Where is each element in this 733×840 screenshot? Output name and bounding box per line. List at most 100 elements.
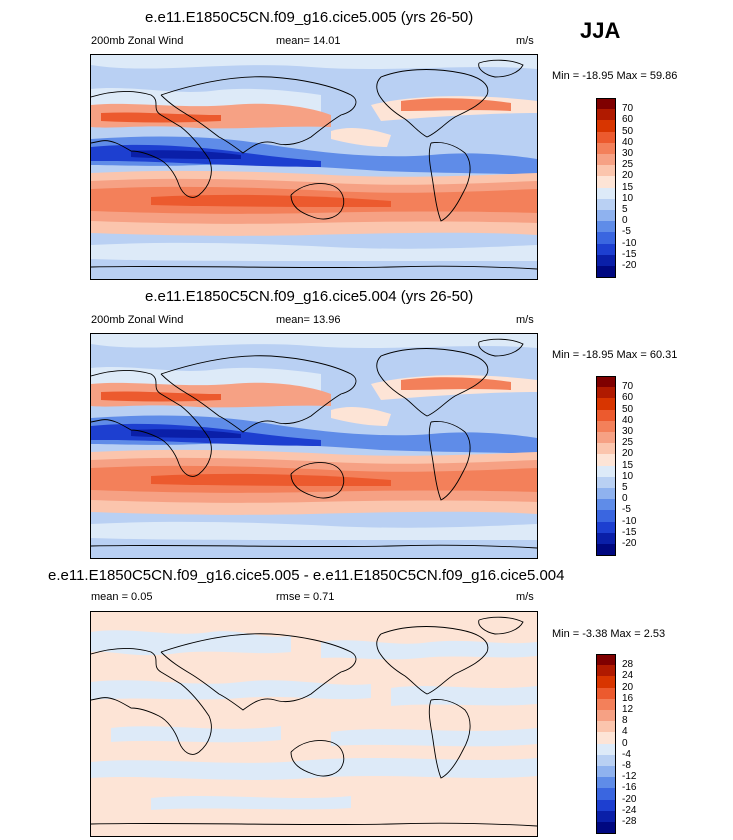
greenland-outline: [478, 616, 524, 635]
colorbar-swatch: [596, 131, 616, 144]
continent-outlines: [91, 338, 537, 549]
colorbar-tick-label: 25: [622, 437, 634, 449]
colorbar-swatch: [596, 799, 616, 812]
colorbar-tick-label: -16: [622, 782, 637, 794]
colorbar-tick-label: -15: [622, 526, 637, 538]
north-america-outline: [376, 348, 489, 417]
colorbar-tick-label: 15: [622, 181, 634, 193]
diff-neg-4: [391, 686, 537, 706]
colorbar-tick-label: 16: [622, 692, 634, 704]
panel3-map: [90, 611, 538, 837]
colorbar-tick-label: 60: [622, 392, 634, 404]
colorbar-swatch: [596, 676, 616, 689]
panel1-title: e.e11.E1850C5CN.f09_g16.cice5.005 (yrs 2…: [145, 9, 474, 26]
easterly-band: [91, 415, 537, 454]
arctic-band: [91, 334, 537, 348]
panel3-map-svg: [91, 612, 537, 836]
colorbar-tick-label: 50: [622, 403, 634, 415]
arctic-band: [91, 55, 537, 69]
colorbar-swatch: [596, 443, 616, 455]
colorbar-swatch: [596, 420, 616, 433]
north-america-outline: [376, 69, 489, 138]
colorbar-tick-label: 70: [622, 103, 634, 115]
colorbar-tick-label: 20: [622, 448, 634, 460]
colorbar-tick-label: 15: [622, 459, 634, 471]
africa-europe-outline: [91, 647, 212, 755]
colorbar-tick-label: -20: [622, 538, 637, 549]
colorbar-tick-label: -4: [622, 748, 631, 760]
colorbar-tick-label: -15: [622, 248, 637, 260]
colorbar-swatch: [596, 120, 616, 133]
eurasia-outline: [160, 355, 357, 433]
panel1-colorbar: 70 60 50 40 30 25 20 15 10 5 0 -5 -10 -15 -20: [596, 98, 636, 278]
colorbar-swatch: [596, 98, 616, 110]
antarctica-outline: [91, 265, 537, 270]
colorbar-tick-label: 10: [622, 470, 634, 482]
sh-jet-core: [151, 194, 391, 207]
sh-jet-core: [151, 473, 391, 486]
colorbar-tick-label: -20: [622, 260, 637, 271]
colorbar-tick-label: -5: [622, 226, 631, 238]
diff-neg-7: [91, 758, 537, 780]
colorbar-swatch: [596, 266, 616, 278]
panel3-units: m/s: [516, 591, 534, 603]
panel2-mean: mean= 13.96: [276, 314, 341, 326]
colorbar-swatch: [596, 109, 616, 121]
panel2-map: [90, 333, 538, 559]
panel1-variable-label: 200mb Zonal Wind: [91, 35, 184, 47]
panel1-minmax: Min = -18.95 Max = 59.86: [552, 70, 678, 82]
southern-band: [91, 521, 537, 540]
africa-europe-outline: [91, 90, 212, 198]
colorbar-swatch: [596, 710, 616, 722]
australia-outline: [290, 740, 345, 777]
panel3-mean: mean = 0.05: [91, 591, 153, 603]
colorbar-tick-label: 60: [622, 114, 634, 126]
colorbar-tick-label: 0: [622, 737, 628, 749]
colorbar-tick-label: 25: [622, 159, 634, 171]
diff-neg-3: [91, 680, 371, 700]
colorbar-tick-label: 40: [622, 136, 634, 148]
colorbar-swatch: [596, 454, 616, 467]
colorbar-tick-label: 0: [622, 215, 628, 227]
panel2-minmax: Min = -18.95 Max = 60.31: [552, 349, 678, 361]
diff-neg-8: [151, 796, 351, 810]
colorbar-swatch: [596, 387, 616, 399]
colorbar-tick-label: -5: [622, 504, 631, 516]
antarctica-outline: [91, 544, 537, 549]
greenland-outline: [478, 338, 524, 357]
colorbar-tick-label: 5: [622, 482, 628, 493]
australia-outline: [290, 462, 345, 499]
panel3-title: e.e11.E1850C5CN.f09_g16.cice5.005 - e.e1…: [48, 567, 565, 584]
south-america-outline: [428, 699, 471, 779]
continent-outlines: [91, 59, 537, 270]
colorbar-swatch: [596, 732, 616, 745]
colorbar-tick-label: 30: [622, 148, 634, 159]
africa-europe-outline: [91, 369, 212, 477]
colorbar-swatch: [596, 654, 616, 666]
panel1-mean: mean= 14.01: [276, 35, 341, 47]
colorbar-swatch: [596, 432, 616, 444]
south-america-outline: [428, 142, 471, 222]
colorbar-swatch: [596, 532, 616, 545]
australia-outline: [290, 183, 345, 220]
pacific-patch: [331, 128, 391, 147]
colorbar-tick-label: 5: [622, 204, 628, 215]
colorbar-swatch: [596, 165, 616, 177]
colorbar-swatch: [596, 465, 616, 478]
jet-atlantic-core: [401, 98, 511, 111]
colorbar-tick-label: 8: [622, 715, 628, 727]
panel2-title: e.e11.E1850C5CN.f09_g16.cice5.004 (yrs 2…: [145, 288, 474, 305]
colorbar-tick-label: -28: [622, 816, 637, 827]
colorbar-tick-label: 40: [622, 414, 634, 426]
colorbar-tick-label: 0: [622, 493, 628, 505]
panel3-colorbar: 28 24 20 16 12 8 4 0 -4 -8 -12 -16 -20 -24 -28: [596, 654, 636, 834]
diff-neg-2: [321, 640, 537, 660]
colorbar-swatch: [596, 210, 616, 222]
colorbar-tick-label: -20: [622, 793, 637, 805]
colorbar-swatch: [596, 721, 616, 733]
panel2-units: m/s: [516, 314, 534, 326]
colorbar-swatch: [596, 766, 616, 778]
colorbar-swatch: [596, 198, 616, 211]
colorbar-swatch: [596, 488, 616, 500]
greenland-outline: [478, 59, 524, 78]
